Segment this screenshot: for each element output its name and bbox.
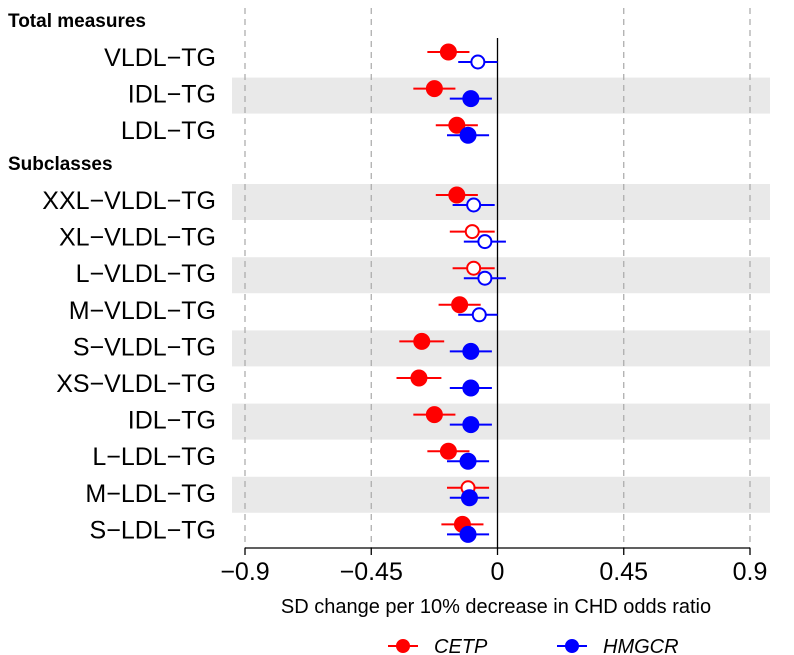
hmgcr-point-estimate	[466, 197, 482, 213]
legend-marker	[565, 639, 579, 653]
x-axis: −0.9 −0.45 0 0.45 0.9	[220, 547, 768, 586]
row-label: XL−VLDL−TG	[59, 224, 216, 252]
row-labels-layer: Total measures VLDL−TG IDL−TG LDL−TG Subclas…	[8, 11, 216, 544]
x-tick-label: 0	[491, 558, 505, 586]
row-shade-band	[232, 476, 770, 513]
cetp-point-estimate	[448, 116, 466, 134]
cetp-point-estimate	[439, 442, 457, 460]
hmgcr-point-estimate	[471, 307, 487, 323]
row-shade-band	[232, 257, 770, 294]
row-label: IDL−TG	[128, 81, 216, 109]
row-label: M−LDL−TG	[85, 480, 216, 508]
cetp-point-estimate	[466, 260, 482, 276]
hmgcr-point-estimate	[477, 234, 493, 250]
hmgcr-point-estimate	[462, 90, 480, 108]
legend-item-cetp: CETP	[388, 636, 488, 655]
cetp-point-estimate	[448, 186, 466, 204]
hmgcr-point-estimate	[462, 416, 480, 434]
cetp-point-estimate	[439, 43, 457, 61]
section-title: Total measures	[8, 11, 146, 32]
cetp-point-estimate	[464, 224, 480, 240]
hmgcr-point-estimate	[470, 54, 486, 70]
hmgcr-point-estimate	[459, 452, 477, 470]
cetp-point-estimate	[410, 369, 428, 387]
row-label: M−VLDL−TG	[69, 297, 216, 325]
section-title: Subclasses	[8, 154, 113, 175]
x-tick-label: 0.45	[599, 558, 648, 586]
hmgcr-point-estimate	[477, 270, 493, 286]
legend: CETP HMGCR	[388, 636, 679, 655]
x-tick-label: −0.45	[340, 558, 403, 586]
cetp-point-estimate	[425, 406, 443, 424]
hmgcr-point-estimate	[462, 342, 480, 360]
legend-marker	[396, 639, 410, 653]
hmgcr-point-estimate	[462, 379, 480, 397]
hmgcr-point-estimate	[460, 489, 478, 507]
row-shade-band	[232, 184, 770, 220]
legend-label: HMGCR	[603, 636, 679, 655]
row-label: XS−VLDL−TG	[56, 370, 216, 398]
row-shade-band	[232, 403, 770, 440]
row-label: S−LDL−TG	[90, 516, 216, 544]
row-label: VLDL−TG	[104, 44, 216, 72]
row-label: L−VLDL−TG	[76, 260, 216, 288]
cetp-point-estimate	[413, 332, 431, 350]
row-shading-layer	[232, 77, 770, 513]
cetp-point-estimate	[451, 296, 469, 314]
row-label: IDL−TG	[128, 407, 216, 435]
x-axis-title: SD change per 10% decrease in CHD odds r…	[281, 596, 711, 618]
row-label: XXL−VLDL−TG	[42, 187, 216, 215]
legend-item-hmgcr: HMGCR	[557, 636, 679, 655]
row-label: S−VLDL−TG	[73, 333, 216, 361]
grid-layer	[244, 8, 751, 548]
row-shade-band	[232, 330, 770, 367]
x-tick-label: 0.9	[733, 558, 768, 586]
hmgcr-point-estimate	[459, 525, 477, 543]
legend-label: CETP	[434, 636, 488, 655]
row-label: LDL−TG	[121, 117, 216, 145]
cetp-point-estimate	[425, 80, 443, 98]
row-shade-band	[232, 77, 770, 114]
row-label: L−LDL−TG	[92, 443, 216, 471]
marks-layer	[396, 43, 506, 543]
x-tick-label: −0.9	[220, 558, 269, 586]
hmgcr-point-estimate	[459, 126, 477, 144]
